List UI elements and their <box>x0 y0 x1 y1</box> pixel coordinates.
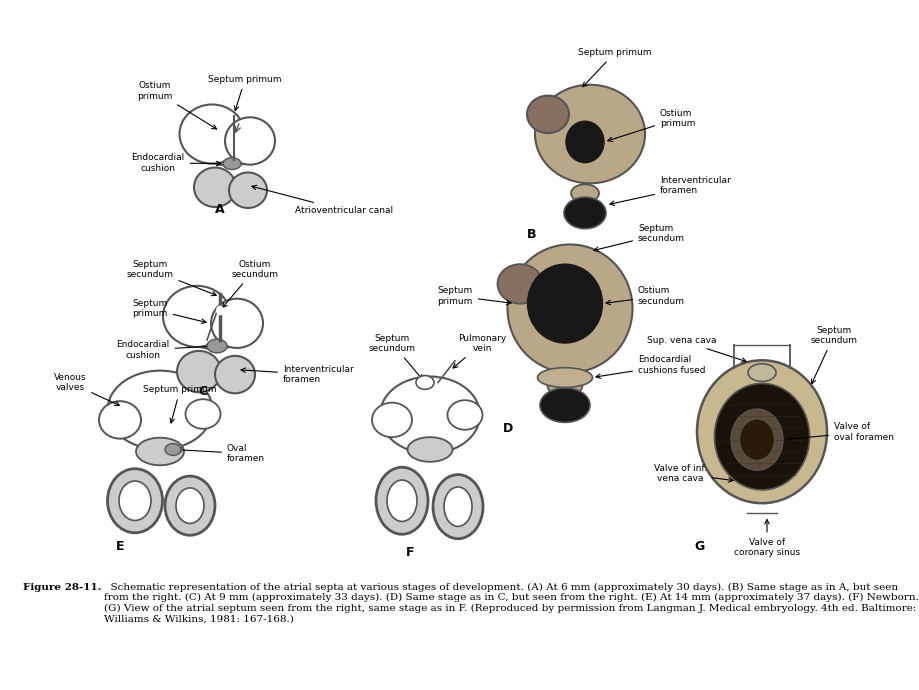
Text: Septum
secundum: Septum secundum <box>369 333 422 380</box>
Text: E: E <box>116 540 124 553</box>
Ellipse shape <box>565 121 604 163</box>
Ellipse shape <box>714 384 809 490</box>
Ellipse shape <box>222 158 241 170</box>
Ellipse shape <box>216 306 223 315</box>
Ellipse shape <box>225 117 275 165</box>
Text: Septum
secundum: Septum secundum <box>594 224 685 251</box>
Text: Ostium
secundum: Ostium secundum <box>606 286 685 306</box>
Ellipse shape <box>176 488 204 524</box>
Text: Ostium
primum: Ostium primum <box>607 109 695 141</box>
Text: Venous
valves: Venous valves <box>53 373 119 406</box>
Ellipse shape <box>535 85 644 184</box>
Ellipse shape <box>215 356 255 393</box>
Text: Atrioventricular canal: Atrioventricular canal <box>252 186 392 215</box>
Text: Endocardial
cushion: Endocardial cushion <box>131 153 221 172</box>
Ellipse shape <box>194 168 236 207</box>
Text: Ostium
primum: Ostium primum <box>137 81 216 129</box>
Text: Interventricular
foramen: Interventricular foramen <box>241 365 354 384</box>
Text: Septum primum: Septum primum <box>578 48 651 87</box>
Ellipse shape <box>176 351 221 393</box>
Ellipse shape <box>184 317 245 349</box>
Ellipse shape <box>387 480 416 522</box>
Ellipse shape <box>507 244 632 373</box>
Text: F: F <box>405 546 414 559</box>
Text: Schematic representation of the atrial septa at various stages of development. (: Schematic representation of the atrial s… <box>104 582 918 623</box>
Ellipse shape <box>186 400 221 428</box>
Ellipse shape <box>747 364 775 382</box>
Ellipse shape <box>163 286 231 347</box>
Text: Septum
primum: Septum primum <box>437 286 510 306</box>
Text: Pulmonary
vein: Pulmonary vein <box>452 333 505 368</box>
Text: Valve of
oval foramen: Valve of oval foramen <box>788 422 893 442</box>
Ellipse shape <box>380 377 480 453</box>
Text: Septum primum: Septum primum <box>208 75 281 110</box>
Text: Oval
foramen: Oval foramen <box>176 444 265 463</box>
Ellipse shape <box>207 339 227 353</box>
Ellipse shape <box>371 403 412 437</box>
Ellipse shape <box>179 104 244 164</box>
Ellipse shape <box>527 96 568 133</box>
Text: Valve of
coronary sinus: Valve of coronary sinus <box>733 520 800 557</box>
Text: Septum primum: Septum primum <box>143 385 217 423</box>
Text: Ostium
secundum: Ostium secundum <box>222 259 278 308</box>
Ellipse shape <box>447 400 482 430</box>
Text: Endocardial
cushion: Endocardial cushion <box>116 340 210 359</box>
Ellipse shape <box>497 264 542 304</box>
Ellipse shape <box>407 437 452 462</box>
Ellipse shape <box>165 444 181 455</box>
Text: D: D <box>503 422 513 435</box>
Ellipse shape <box>739 419 774 460</box>
Text: Valve of inf.
vena cava: Valve of inf. vena cava <box>652 464 732 483</box>
Ellipse shape <box>563 197 606 228</box>
Ellipse shape <box>119 481 151 520</box>
Text: Endocardial
cushions fused: Endocardial cushions fused <box>596 355 705 378</box>
Ellipse shape <box>199 136 260 166</box>
Text: Septum
secundum: Septum secundum <box>810 326 857 384</box>
Ellipse shape <box>697 360 826 503</box>
Ellipse shape <box>108 469 163 533</box>
Text: Sup. vena cava: Sup. vena cava <box>647 336 745 362</box>
Ellipse shape <box>433 475 482 539</box>
Ellipse shape <box>99 401 141 439</box>
Text: A: A <box>215 203 224 216</box>
Ellipse shape <box>229 172 267 208</box>
Ellipse shape <box>527 264 602 343</box>
Ellipse shape <box>108 371 212 449</box>
Text: Interventricular
foramen: Interventricular foramen <box>609 176 730 206</box>
Text: Septum
secundum: Septum secundum <box>127 259 216 296</box>
Ellipse shape <box>444 487 471 526</box>
Ellipse shape <box>136 437 184 465</box>
Ellipse shape <box>547 375 582 396</box>
Text: Septum
primum: Septum primum <box>132 299 206 324</box>
Text: G: G <box>694 540 704 553</box>
Ellipse shape <box>539 388 589 422</box>
Ellipse shape <box>415 375 434 389</box>
Ellipse shape <box>376 467 427 534</box>
Text: C: C <box>199 385 208 398</box>
Ellipse shape <box>537 368 592 387</box>
Text: B: B <box>527 228 536 241</box>
Ellipse shape <box>731 409 782 470</box>
Text: Figure 28-11.: Figure 28-11. <box>23 582 101 592</box>
Ellipse shape <box>165 476 215 535</box>
Ellipse shape <box>571 184 598 202</box>
Ellipse shape <box>210 299 263 348</box>
